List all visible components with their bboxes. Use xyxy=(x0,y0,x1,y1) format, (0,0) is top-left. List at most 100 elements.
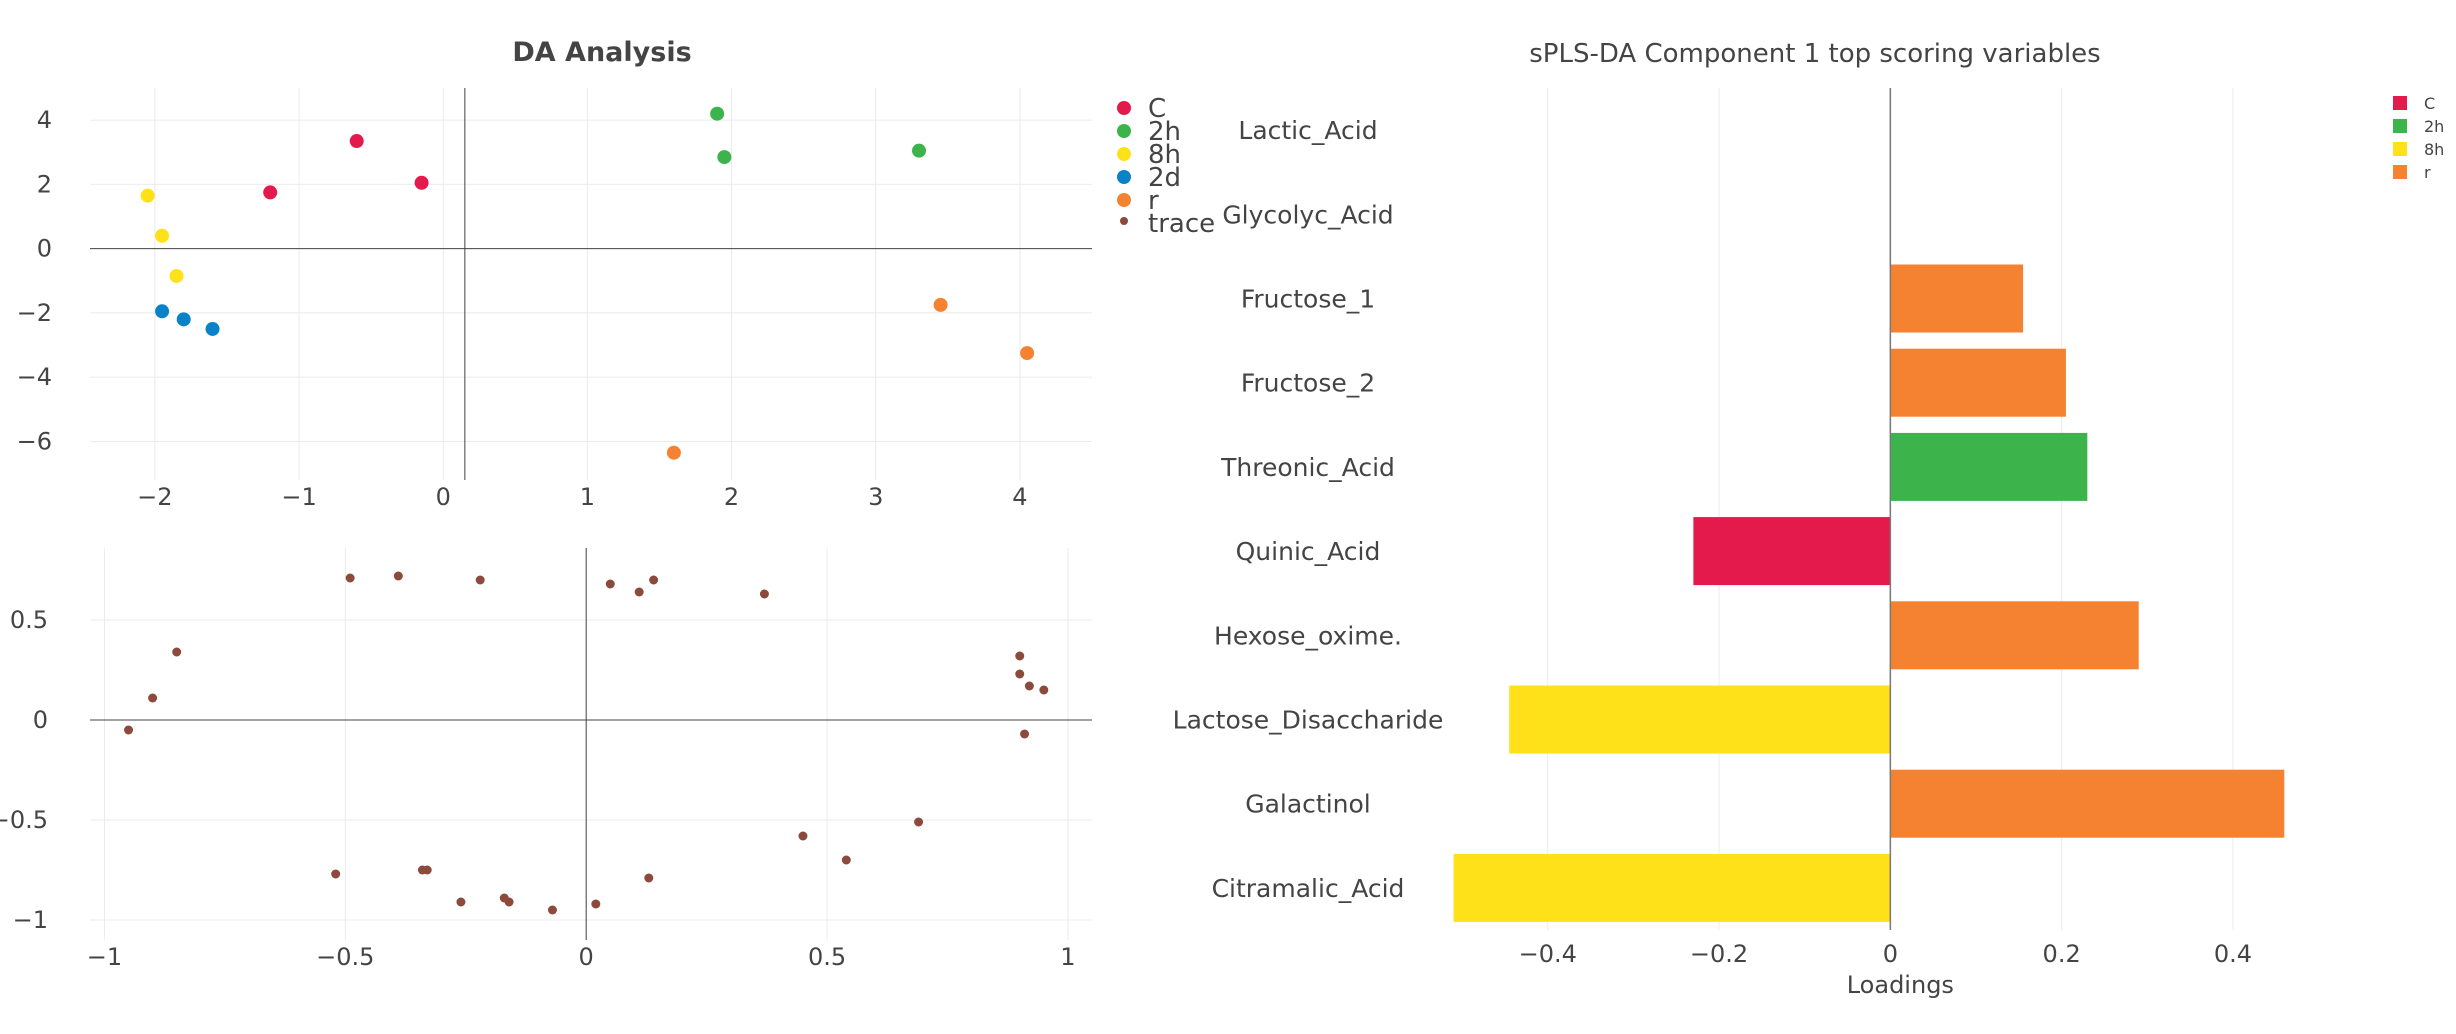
point-trace xyxy=(1024,681,1034,691)
legend-marker xyxy=(1117,170,1131,184)
x-tick-label: 1 xyxy=(1060,943,1075,971)
x-tick-label: 0 xyxy=(436,483,451,511)
y-tick-label: 0 xyxy=(37,235,52,263)
category-label: Citramalic_Acid xyxy=(1212,874,1405,903)
x-tick-label: −1 xyxy=(281,483,316,511)
legend-label: 2h xyxy=(1148,117,1181,147)
point-trace xyxy=(644,873,654,883)
x-axis-title: Loadings xyxy=(1847,971,1954,999)
y-tick-label: −1 xyxy=(13,906,48,934)
category-label: Fructose_1 xyxy=(1241,285,1375,314)
point-c xyxy=(349,134,364,149)
point-2d xyxy=(155,304,170,319)
legend-label: C xyxy=(2424,94,2435,113)
x-tick-label: −0.5 xyxy=(316,943,374,971)
x-tick-label: 0 xyxy=(1883,940,1898,968)
point-trace xyxy=(605,579,615,589)
point-trace xyxy=(393,571,403,581)
legend-label: r xyxy=(1148,186,1159,216)
legend-label: trace xyxy=(1148,209,1215,239)
point-trace xyxy=(148,693,158,703)
legend-label: r xyxy=(2424,163,2431,182)
point-trace xyxy=(124,725,134,735)
x-tick-label: 0 xyxy=(579,943,594,971)
x-tick-label: −0.4 xyxy=(1519,940,1577,968)
x-tick-label: −0.2 xyxy=(1690,940,1748,968)
category-label: Lactic_Acid xyxy=(1238,116,1377,145)
point-trace xyxy=(1015,651,1025,661)
category-label: Threonic_Acid xyxy=(1220,453,1395,482)
legend-marker xyxy=(1117,147,1131,161)
legend-marker xyxy=(1120,217,1128,225)
category-label: Hexose_oxime. xyxy=(1214,621,1402,650)
bar-fructose-2 xyxy=(1890,348,2066,417)
point-trace xyxy=(914,817,924,827)
y-tick-label: −6 xyxy=(17,427,52,455)
x-tick-label: 2 xyxy=(724,483,739,511)
point-trace xyxy=(475,575,485,585)
legend-label: C xyxy=(1148,94,1166,124)
chart-title: DA Analysis xyxy=(512,37,691,68)
x-tick-label: −1 xyxy=(87,943,122,971)
legend-label: 2h xyxy=(2424,117,2444,136)
point-trace xyxy=(1039,685,1049,695)
bar-hexose-oxime- xyxy=(1890,601,2139,670)
bar-fructose-1 xyxy=(1890,264,2024,333)
y-tick-label: −0.5 xyxy=(0,806,48,834)
category-label: Quinic_Acid xyxy=(1236,537,1381,566)
bar-lactose-disaccharide xyxy=(1509,685,1891,754)
x-tick-label: 0.5 xyxy=(808,943,846,971)
y-tick-label: −4 xyxy=(17,363,52,391)
legend-label: 2d xyxy=(1148,163,1181,193)
point-trace xyxy=(798,831,808,841)
legend-marker xyxy=(1117,101,1131,115)
bar-galactinol xyxy=(1890,769,2285,838)
point-2d xyxy=(205,321,220,336)
point-8h xyxy=(169,268,184,283)
point-trace xyxy=(634,587,644,597)
x-tick-label: 3 xyxy=(868,483,883,511)
legend-marker xyxy=(2393,96,2407,110)
category-label: Galactinol xyxy=(1245,790,1371,819)
bar-quinic-acid xyxy=(1693,517,1891,586)
point-trace xyxy=(841,855,851,865)
point-2h xyxy=(717,150,732,165)
y-tick-label: 0.5 xyxy=(10,606,48,634)
y-tick-label: −2 xyxy=(17,299,52,327)
bar-citramalic-acid xyxy=(1453,853,1891,922)
x-tick-label: 4 xyxy=(1012,483,1027,511)
point-r xyxy=(666,445,681,460)
point-8h xyxy=(155,228,170,243)
legend-marker xyxy=(1117,124,1131,138)
point-trace xyxy=(1015,669,1025,679)
point-trace xyxy=(422,865,432,875)
y-tick-label: 4 xyxy=(37,106,52,134)
point-trace xyxy=(345,573,355,583)
bar-threonic-acid xyxy=(1890,432,2088,501)
chart-title: sPLS-DA Component 1 top scoring variable… xyxy=(1529,39,2100,69)
legend-marker xyxy=(2393,142,2407,156)
x-tick-label: 0.2 xyxy=(2043,940,2081,968)
y-tick-label: 0 xyxy=(33,706,48,734)
category-label: Fructose_2 xyxy=(1241,369,1375,398)
point-2d xyxy=(176,312,191,327)
point-r xyxy=(933,297,948,312)
category-label: Glycolyc_Acid xyxy=(1222,200,1393,229)
y-tick-label: 2 xyxy=(37,170,52,198)
point-trace xyxy=(759,589,769,599)
point-2h xyxy=(710,106,725,121)
category-label: Lactose_Disaccharide xyxy=(1173,706,1444,735)
legend-label: 8h xyxy=(2424,140,2444,159)
legend-label: 8h xyxy=(1148,140,1181,170)
point-trace xyxy=(547,905,557,915)
point-c xyxy=(263,185,278,200)
point-trace xyxy=(172,647,182,657)
point-trace xyxy=(649,575,659,585)
point-c xyxy=(414,175,429,190)
point-trace xyxy=(456,897,466,907)
legend-marker xyxy=(2393,165,2407,179)
point-trace xyxy=(504,897,514,907)
x-tick-label: −2 xyxy=(137,483,172,511)
